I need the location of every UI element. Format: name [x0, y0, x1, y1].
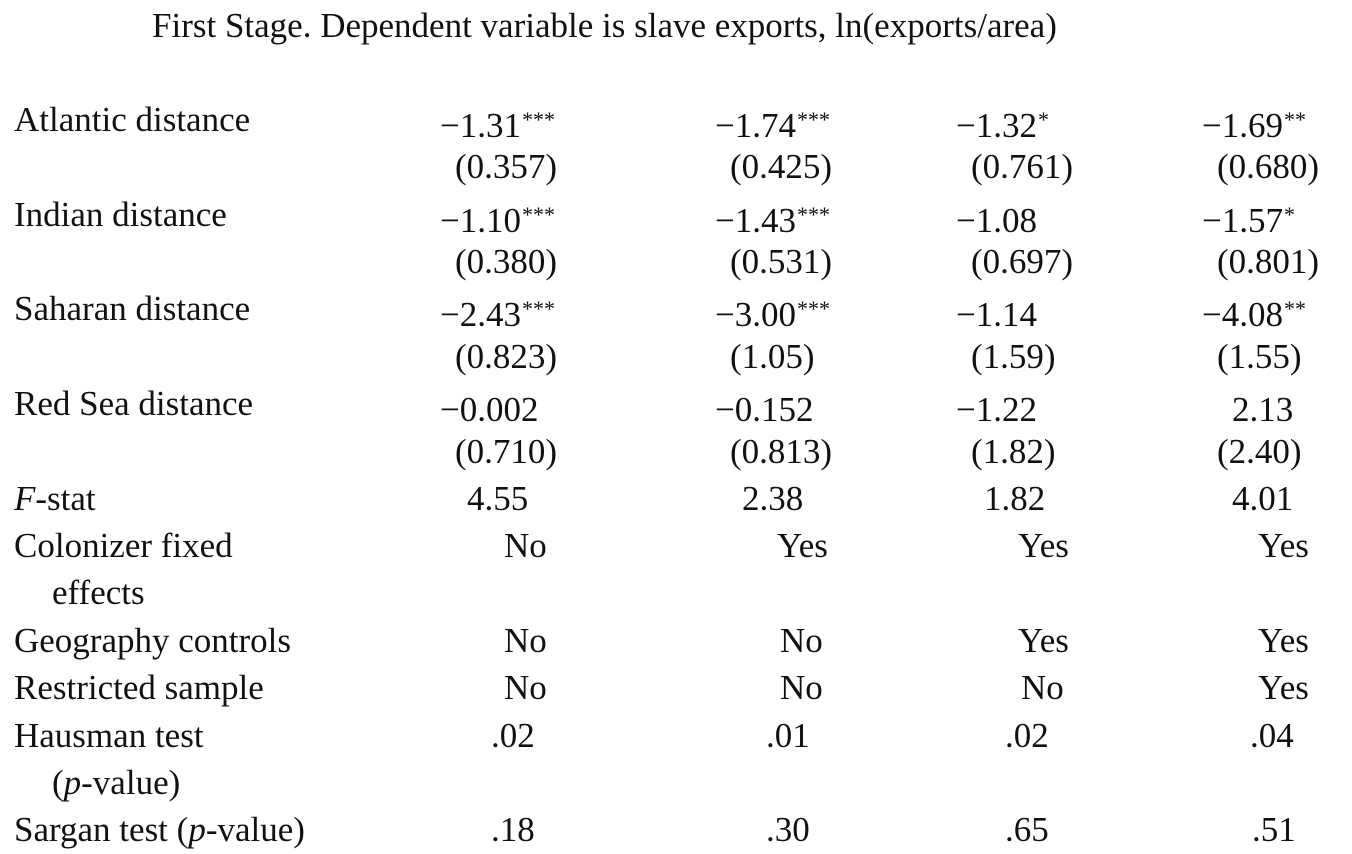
coef-saharan-4: −4.08** — [1202, 295, 1306, 334]
row-label-fstat: F-stat — [14, 479, 96, 518]
hausman-2: .01 — [766, 716, 810, 755]
se-redsea-4: (2.40) — [1217, 432, 1302, 471]
significance-stars: *** — [522, 107, 555, 132]
colonizer-3: Yes — [1018, 526, 1069, 565]
coef-saharan-2: −3.00*** — [715, 295, 830, 334]
geography-3: Yes — [1018, 621, 1069, 660]
se-saharan-4: (1.55) — [1217, 337, 1302, 376]
se-saharan-1: (0.823) — [455, 337, 558, 376]
restricted-1: No — [504, 668, 547, 707]
significance-stars: *** — [797, 202, 830, 227]
table-title: First Stage. Dependent variable is slave… — [152, 6, 1057, 45]
coef-saharan-3: −1.14 — [956, 295, 1037, 334]
row-label-sargan: Sargan test (p-value) — [14, 810, 305, 849]
fstat-1: 4.55 — [467, 479, 529, 518]
se-redsea-1: (0.710) — [455, 432, 558, 471]
geography-2: No — [780, 621, 823, 660]
row-label-colonizer: Colonizer fixed — [14, 526, 233, 565]
row-label-indian: Indian distance — [14, 195, 227, 234]
hausman-4: .04 — [1250, 716, 1294, 755]
hausman-1: .02 — [491, 716, 535, 755]
significance-stars: *** — [522, 202, 555, 227]
restricted-3: No — [1021, 668, 1064, 707]
coef-saharan-1: −2.43*** — [440, 295, 555, 334]
colonizer-1: No — [504, 526, 547, 565]
fstat-2: 2.38 — [742, 479, 804, 518]
se-atlantic-1: (0.357) — [455, 147, 558, 186]
row-label-colonizer-cont: effects — [52, 573, 145, 612]
coef-atlantic-3: −1.32* — [956, 106, 1049, 145]
significance-stars: *** — [797, 296, 830, 321]
significance-stars: * — [1284, 202, 1295, 227]
se-indian-2: (0.531) — [730, 242, 833, 281]
coef-indian-1: −1.10*** — [440, 201, 555, 240]
coef-indian-4: −1.57* — [1202, 201, 1295, 240]
row-label-saharan: Saharan distance — [14, 289, 251, 328]
row-label-geography: Geography controls — [14, 621, 292, 660]
coef-redsea-4: 2.13 — [1232, 390, 1294, 429]
se-atlantic-4: (0.680) — [1217, 147, 1320, 186]
restricted-2: No — [780, 668, 823, 707]
sargan-1: .18 — [491, 810, 535, 849]
se-saharan-3: (1.59) — [971, 337, 1056, 376]
se-saharan-2: (1.05) — [730, 337, 815, 376]
sargan-3: .65 — [1005, 810, 1049, 849]
significance-stars: *** — [522, 296, 555, 321]
colonizer-4: Yes — [1258, 526, 1309, 565]
significance-stars: *** — [797, 107, 830, 132]
significance-stars: * — [1038, 107, 1049, 132]
significance-stars: ** — [1284, 296, 1306, 321]
fstat-3: 1.82 — [984, 479, 1046, 518]
row-label-atlantic: Atlantic distance — [14, 100, 251, 139]
se-atlantic-2: (0.425) — [730, 147, 833, 186]
coef-atlantic-2: −1.74*** — [715, 106, 830, 145]
row-label-hausman: Hausman test — [14, 716, 204, 755]
fstat-4: 4.01 — [1232, 479, 1294, 518]
coef-redsea-1: −0.002 — [440, 390, 539, 429]
sargan-4: .51 — [1252, 810, 1296, 849]
se-atlantic-3: (0.761) — [971, 147, 1074, 186]
se-redsea-2: (0.813) — [730, 432, 833, 471]
hausman-3: .02 — [1005, 716, 1049, 755]
significance-stars: ** — [1284, 107, 1306, 132]
geography-4: Yes — [1258, 621, 1309, 660]
coef-indian-2: −1.43*** — [715, 201, 830, 240]
coef-redsea-2: −0.152 — [715, 390, 814, 429]
restricted-4: Yes — [1258, 668, 1309, 707]
se-indian-1: (0.380) — [455, 242, 558, 281]
row-label-redsea: Red Sea distance — [14, 384, 254, 423]
coef-atlantic-1: −1.31*** — [440, 106, 555, 145]
sargan-2: .30 — [766, 810, 810, 849]
row-label-hausman-cont: (p-value) — [52, 763, 181, 802]
row-label-restricted: Restricted sample — [14, 668, 264, 707]
coef-atlantic-4: −1.69** — [1202, 106, 1306, 145]
se-indian-4: (0.801) — [1217, 242, 1320, 281]
coef-indian-3: −1.08 — [956, 201, 1037, 240]
se-indian-3: (0.697) — [971, 242, 1074, 281]
geography-1: No — [504, 621, 547, 660]
se-redsea-3: (1.82) — [971, 432, 1056, 471]
colonizer-2: Yes — [777, 526, 828, 565]
coef-redsea-3: −1.22 — [956, 390, 1037, 429]
